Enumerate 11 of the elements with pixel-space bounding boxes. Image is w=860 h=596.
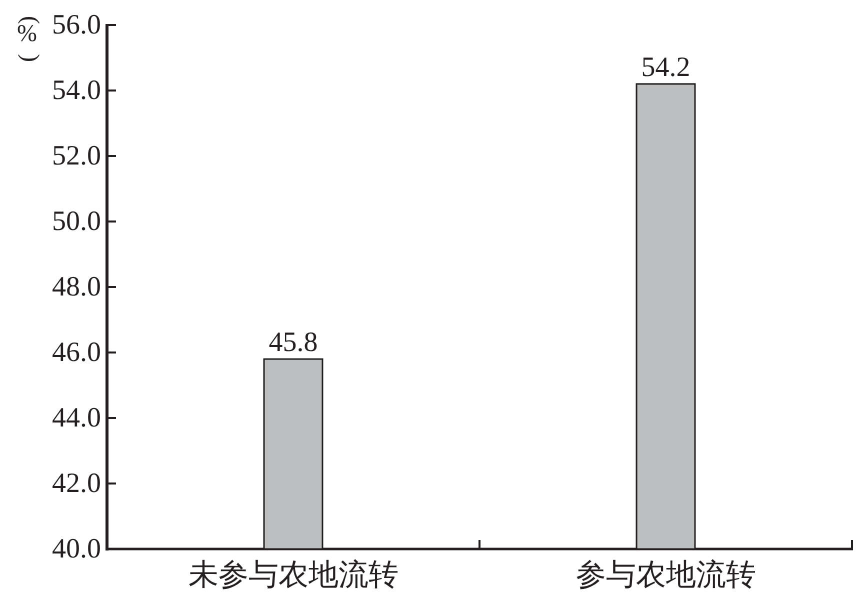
y-tick-label: 40.0 [52,534,101,564]
y-tick-label: 42.0 [52,468,101,499]
y-tick-label: 48.0 [52,272,101,302]
x-tick-label: 未参与农地流转 [188,558,398,592]
y-tick-label: 46.0 [52,337,101,368]
y-tick-label: 56.0 [52,10,101,40]
y-tick-label: 44.0 [52,402,101,434]
y-tick-label: 54.0 [52,75,101,106]
y-tick-label: 52.0 [52,140,101,172]
y-tick-label: 50.0 [52,206,101,237]
x-tick-label: 参与农地流转 [576,558,756,592]
